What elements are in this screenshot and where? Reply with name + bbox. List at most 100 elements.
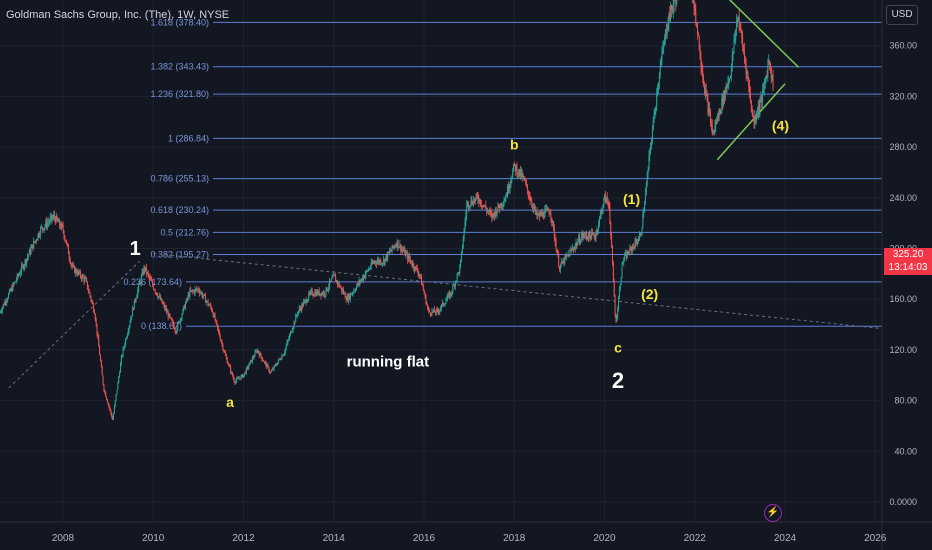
candle-body xyxy=(147,272,149,275)
chart-grid xyxy=(0,0,882,522)
candle-body xyxy=(593,234,595,237)
candle-body xyxy=(202,296,204,297)
candle-body xyxy=(502,204,504,206)
candle-body xyxy=(349,293,351,300)
candle-body xyxy=(447,295,449,299)
candle-body xyxy=(344,293,346,299)
candle-body xyxy=(756,113,758,117)
candle-body xyxy=(159,296,161,300)
candle-body xyxy=(579,236,581,244)
candle-body xyxy=(342,290,344,294)
candle-body xyxy=(483,205,485,207)
candle-body xyxy=(313,295,315,297)
candle-body xyxy=(130,318,132,323)
candle-body xyxy=(26,258,28,264)
candle-body xyxy=(66,242,68,244)
candle-body xyxy=(567,254,569,256)
candle-body xyxy=(3,304,5,305)
candle-body xyxy=(181,314,183,319)
candle-body xyxy=(652,118,654,130)
candle-body xyxy=(345,298,347,301)
price-tick-label: 80.00 xyxy=(894,396,917,406)
candle-body xyxy=(495,209,497,215)
candle-body xyxy=(64,237,66,240)
price-axis[interactable]: 0.000040.0080.00120.00160.00200.00240.00… xyxy=(881,0,932,550)
candle-body xyxy=(15,280,17,282)
candle-body xyxy=(316,291,318,296)
candle-body xyxy=(314,292,316,296)
candle-body xyxy=(276,365,278,366)
fibonacci-levels[interactable]: 0 (138.67)0.236 (173.64)0.382 (195.27)0.… xyxy=(123,0,882,331)
candle-body xyxy=(523,176,525,180)
candle-body xyxy=(34,240,36,242)
candle-body xyxy=(51,215,53,220)
candle-body xyxy=(408,255,410,261)
candle-body xyxy=(585,235,587,238)
trendlines[interactable] xyxy=(8,0,880,389)
candle-body xyxy=(13,283,15,285)
candle-body xyxy=(155,292,157,294)
candle-body xyxy=(702,71,704,79)
candle-body xyxy=(243,374,245,378)
candle-body xyxy=(268,366,270,372)
candle-body xyxy=(767,65,769,78)
candle-body xyxy=(549,213,551,215)
candle-body xyxy=(230,366,232,373)
candle-body xyxy=(189,289,191,297)
candle-body xyxy=(149,277,151,279)
time-axis[interactable]: 2008 2010 2012 2014 2016 2018 2020 2022 2024 2026 xyxy=(0,521,932,544)
candle-body xyxy=(658,76,660,83)
candle-body xyxy=(370,262,372,268)
candle-body xyxy=(675,0,677,5)
candle-body xyxy=(453,284,455,286)
candle-body xyxy=(551,217,553,223)
candle-body xyxy=(697,34,699,36)
candle-body xyxy=(720,110,722,113)
candle-body xyxy=(527,190,529,196)
candle-body xyxy=(160,299,162,300)
candle-body xyxy=(380,260,382,265)
fib-level-label: 1.618 (378.40) xyxy=(150,17,209,27)
candle-body xyxy=(544,210,546,218)
candle-body xyxy=(105,392,107,397)
candle-body xyxy=(53,214,55,219)
candle-body xyxy=(612,263,614,282)
candle-body xyxy=(730,66,732,77)
candle-body xyxy=(521,174,523,178)
candle-body xyxy=(430,314,432,316)
candle-body xyxy=(742,37,744,47)
candle-body xyxy=(653,113,655,119)
candle-body xyxy=(40,226,42,228)
candle-body xyxy=(657,90,659,93)
candle-body xyxy=(485,205,487,209)
candle-body xyxy=(697,22,699,35)
candle-body xyxy=(364,274,366,278)
candle-body xyxy=(153,289,155,291)
candle-body xyxy=(471,199,473,204)
candle-body xyxy=(137,289,139,296)
candle-body xyxy=(598,224,600,231)
candle-body xyxy=(323,291,325,296)
candle-body xyxy=(172,320,174,323)
candle-body xyxy=(431,310,433,315)
candle-body xyxy=(310,290,312,292)
candle-body xyxy=(466,204,468,216)
candle-body xyxy=(736,20,738,30)
fib-level-label: 1 (286.84) xyxy=(168,133,209,143)
candle-body xyxy=(399,244,401,247)
candle-body xyxy=(541,212,543,216)
candle-body xyxy=(425,295,427,304)
candle-body xyxy=(611,246,613,264)
candle-body xyxy=(132,308,134,316)
lightning-icon[interactable]: ⚡ xyxy=(764,504,782,522)
candle-body xyxy=(365,270,367,275)
candle-body xyxy=(696,22,698,24)
candle-body xyxy=(583,235,585,238)
candle-body xyxy=(161,299,163,304)
candle-body xyxy=(465,215,467,222)
candle-body xyxy=(358,280,360,285)
currency-button[interactable]: USD xyxy=(886,5,918,25)
candle-body xyxy=(133,299,135,310)
candle-body xyxy=(746,72,748,74)
